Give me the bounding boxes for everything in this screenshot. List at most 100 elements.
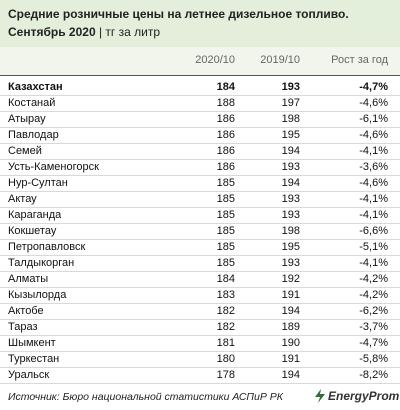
source: Источник: Бюро национальной статистики А… <box>8 391 283 403</box>
cell-value: 193 <box>281 81 300 93</box>
cell-value: 191 <box>281 353 300 365</box>
table-row: Алматы 184 192 -4,2% <box>0 271 400 288</box>
region: Усть-Каменогорск <box>8 161 99 173</box>
cell-value: -4,6% <box>359 129 388 141</box>
cell-value: 185 <box>216 209 235 221</box>
cell-value: 188 <box>216 97 235 109</box>
cell-value: -6,1% <box>359 113 388 125</box>
cell-value: 180 <box>216 353 235 365</box>
region: Туркестан <box>8 353 60 365</box>
subtitle-rest: | тг за литр <box>98 25 161 39</box>
cell-value: -4,2% <box>359 273 388 285</box>
cell-value: 182 <box>216 305 235 317</box>
region: Атырау <box>8 113 46 125</box>
cell-value: 198 <box>281 225 300 237</box>
cell-value: 185 <box>216 257 235 269</box>
region: Павлодар <box>8 129 59 141</box>
cell-value: 197 <box>281 97 300 109</box>
region: Тараз <box>8 321 38 333</box>
cell-value: -4,7% <box>359 81 388 93</box>
column-header: 2020/10 2019/10 Рост за год <box>0 47 400 76</box>
table-row: Кокшетау 185 198 -6,6% <box>0 223 400 240</box>
cell-value: 193 <box>281 209 300 221</box>
cell-value: 189 <box>281 321 300 333</box>
region: Петропавловск <box>8 241 86 253</box>
cell-value: -5,1% <box>359 241 388 253</box>
cell-value: 194 <box>281 305 300 317</box>
cell-value: 195 <box>281 129 300 141</box>
region: Уральск <box>8 369 50 381</box>
region: Семей <box>8 145 42 157</box>
cell-value: -4,1% <box>359 257 388 269</box>
region: Караганда <box>8 209 62 221</box>
region: Кызылорда <box>8 289 67 301</box>
cell-value: 183 <box>216 289 235 301</box>
cell-value: 194 <box>281 177 300 189</box>
column-label: Рост за год <box>331 54 388 66</box>
title: Средние розничные цены на летнее дизельн… <box>8 7 349 21</box>
table-row: Актобе 182 194 -6,2% <box>0 303 400 320</box>
cell-value: -4,2% <box>359 289 388 301</box>
cell-value: 192 <box>281 273 300 285</box>
region: Казахстан <box>8 81 63 93</box>
region: Костанай <box>8 97 56 109</box>
column-label: 2019/10 <box>260 54 300 66</box>
cell-value: 194 <box>281 369 300 381</box>
table-row: Павлодар 186 195 -4,6% <box>0 127 400 144</box>
cell-value: 198 <box>281 113 300 125</box>
table-row: Актау 185 193 -4,1% <box>0 191 400 208</box>
region: Алматы <box>8 273 49 285</box>
cell-value: 193 <box>281 257 300 269</box>
cell-value: 190 <box>281 337 300 349</box>
cell-value: -5,8% <box>359 353 388 365</box>
cell-value: 185 <box>216 241 235 253</box>
cell-value: -4,6% <box>359 177 388 189</box>
cell-value: 186 <box>216 145 235 157</box>
cell-value: 186 <box>216 161 235 173</box>
cell-value: -4,7% <box>359 337 388 349</box>
table-row: Тараз 182 189 -3,7% <box>0 319 400 336</box>
table-row: Шымкент 181 190 -4,7% <box>0 335 400 352</box>
cell-value: -4,1% <box>359 209 388 221</box>
table-row: Талдыкорган 185 193 -4,1% <box>0 255 400 272</box>
cell-value: 185 <box>216 193 235 205</box>
cell-value: -4,1% <box>359 193 388 205</box>
cell-value: -4,6% <box>359 97 388 109</box>
table-row: Нур-Султан 185 194 -4,6% <box>0 175 400 192</box>
table-row: Кызылорда 183 191 -4,2% <box>0 287 400 304</box>
region: Нур-Султан <box>8 177 68 189</box>
cell-value: -6,6% <box>359 225 388 237</box>
table-row: Казахстан 184 193 -4,7% <box>0 79 400 96</box>
cell-value: 182 <box>216 321 235 333</box>
table-row: Костанай 188 197 -4,6% <box>0 95 400 112</box>
table-row: Петропавловск 185 195 -5,1% <box>0 239 400 256</box>
region: Талдыкорган <box>8 257 75 269</box>
region: Кокшетау <box>8 225 57 237</box>
header: Средние розничные цены на летнее дизельн… <box>0 0 400 47</box>
cell-value: 193 <box>281 193 300 205</box>
subtitle: Сентябрь 2020 | тг за литр <box>8 25 160 39</box>
cell-value: -6,2% <box>359 305 388 317</box>
cell-value: 186 <box>216 113 235 125</box>
cell-value: 185 <box>216 225 235 237</box>
logo-text: EnergyProm <box>328 389 400 403</box>
cell-value: -4,1% <box>359 145 388 157</box>
cell-value: -8,2% <box>359 369 388 381</box>
subtitle-bold: Сентябрь 2020 <box>8 25 96 39</box>
cell-value: 193 <box>281 161 300 173</box>
table-row: Семей 186 194 -4,1% <box>0 143 400 160</box>
cell-value: 181 <box>216 337 235 349</box>
region: Шымкент <box>8 337 56 349</box>
table-row: Туркестан 180 191 -5,8% <box>0 351 400 368</box>
cell-value: 195 <box>281 241 300 253</box>
table-row: Атырау 186 198 -6,1% <box>0 111 400 128</box>
cell-value: -3,7% <box>359 321 388 333</box>
region: Актобе <box>8 305 44 317</box>
cell-value: 184 <box>216 81 235 93</box>
cell-value: 186 <box>216 129 235 141</box>
logo-icon <box>315 389 325 403</box>
column-label: 2020/10 <box>195 54 235 66</box>
logo: EnergyProm <box>312 388 399 404</box>
table-row: Усть-Каменогорск 186 193 -3,6% <box>0 159 400 176</box>
